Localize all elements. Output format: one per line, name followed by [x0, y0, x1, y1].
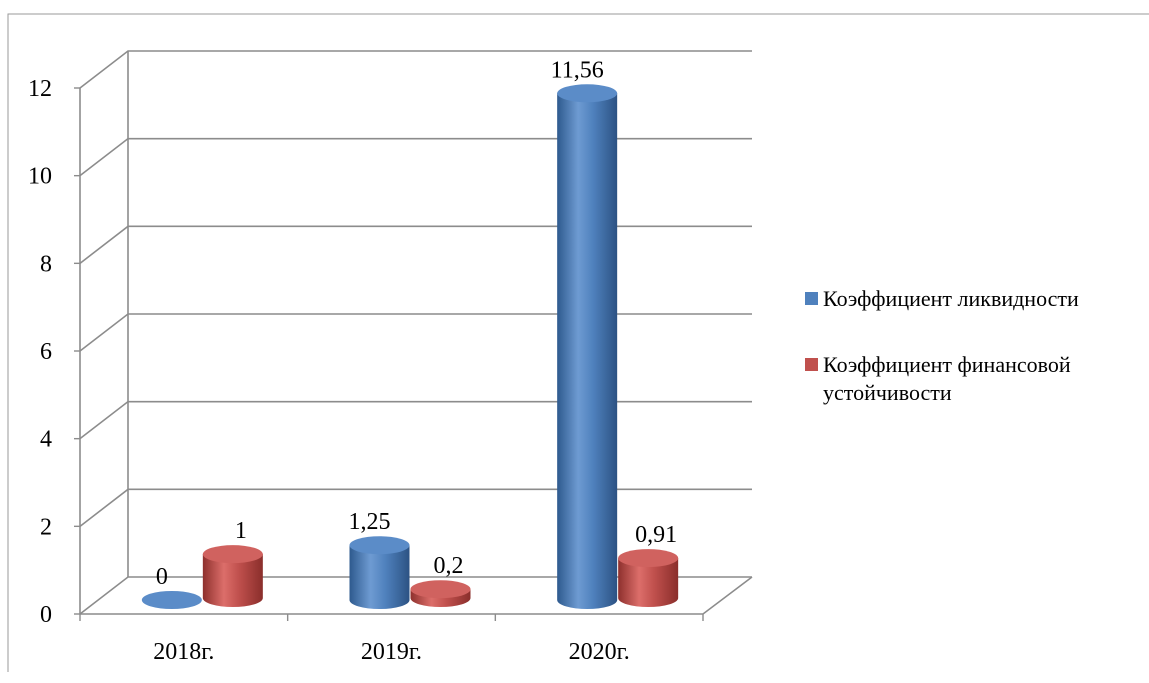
bar-liquidity	[557, 84, 618, 609]
chart-border-line	[7, 13, 1149, 672]
bar-stability	[202, 545, 263, 608]
y-tick-label: 4	[40, 427, 52, 453]
gridline	[79, 313, 752, 352]
bar-body	[618, 558, 679, 607]
data-label: 1	[235, 518, 247, 544]
y-tick-label: 12	[28, 76, 52, 102]
bar-stability	[618, 549, 679, 607]
legend-item-stability: Коэффициент финансовой устойчивости	[805, 351, 1145, 407]
data-label: 11,56	[551, 57, 604, 83]
bar-body	[557, 93, 618, 609]
y-tick-label: 2	[40, 514, 52, 540]
legend-swatch-stability	[805, 358, 818, 371]
gridline	[79, 488, 752, 527]
data-labels: 0 1 1,25 0,2 11,56 0,91	[156, 57, 677, 590]
bar-stability	[410, 580, 471, 607]
bar-liquidity	[141, 591, 202, 609]
bar-top	[557, 84, 618, 103]
bar-top	[618, 549, 679, 568]
data-label: 0,91	[635, 522, 677, 548]
data-label: 0	[156, 564, 168, 590]
x-tick-label: 2020г.	[569, 639, 630, 665]
gridline	[79, 225, 752, 264]
y-tick-label: 8	[40, 251, 52, 277]
x-tick-label: 2019г.	[361, 639, 422, 665]
bar-top	[202, 545, 263, 564]
chart-border	[7, 13, 1149, 672]
gridline	[79, 137, 752, 177]
bars	[141, 84, 679, 609]
y-tick-label: 10	[28, 164, 52, 190]
bar-top	[141, 591, 202, 609]
x-tick-label: 2018г.	[153, 639, 214, 665]
legend-item-liquidity: Коэффициент ликвидности	[805, 285, 1145, 313]
legend: Коэффициент ликвидности Коэффициент фина…	[805, 285, 1145, 445]
gridline	[79, 50, 752, 89]
legend-swatch-liquidity	[805, 292, 818, 305]
legend-label-stability: Коэффициент финансовой устойчивости	[823, 352, 1071, 405]
y-tick-label: 0	[40, 602, 52, 628]
legend-label-liquidity: Коэффициент ликвидности	[823, 286, 1079, 311]
bar-body	[202, 554, 263, 608]
bar-body	[349, 545, 410, 609]
bar-liquidity	[349, 536, 410, 609]
bar-top	[410, 580, 471, 599]
gridline	[79, 400, 752, 440]
data-label: 1,25	[349, 509, 391, 535]
bar-top	[349, 536, 410, 555]
data-label: 0,2	[434, 553, 464, 579]
y-tick-label: 6	[40, 339, 52, 365]
